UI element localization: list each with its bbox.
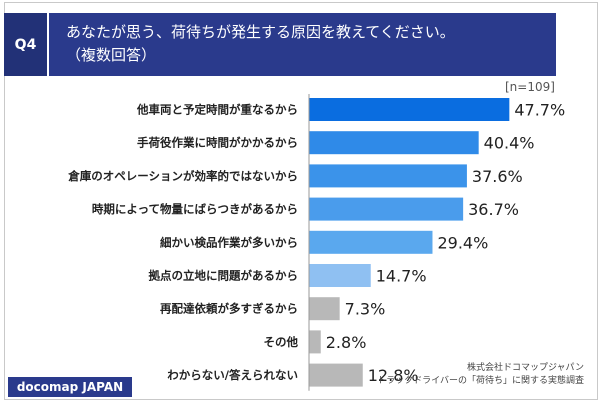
source-company: 株式会社ドコマップジャパン (466, 363, 584, 373)
value-label: 47.7% (514, 101, 565, 120)
value-label: 14.7% (376, 267, 427, 286)
source-note: 株式会社ドコマップジャパン トラックドライバーの「荷待ち」に関する実態調査 (377, 362, 584, 388)
bar (309, 98, 510, 121)
value-label: 36.7% (468, 200, 519, 219)
value-label: 40.4% (484, 134, 535, 153)
value-label: 29.4% (437, 233, 488, 252)
category-label: その他 (264, 335, 299, 349)
category-label: 手荷役作業に時間がかかるから (137, 136, 298, 150)
question-subtitle: （複数回答） (66, 46, 157, 64)
value-label: 7.3% (345, 300, 386, 319)
question-title: あなたが思う、荷待ちが発生する原因を教えてください。 (66, 23, 455, 41)
brand-logo: docomap JAPAN (8, 377, 132, 397)
category-label: 倉庫のオペレーションが効率的ではないから (67, 169, 298, 183)
bar (309, 197, 464, 221)
header-divider (47, 13, 49, 76)
source-survey: トラックドライバーの「荷待ち」に関する実態調査 (377, 376, 584, 386)
value-label: 2.8% (326, 333, 367, 352)
bar (309, 297, 340, 321)
question-number: Q4 (4, 13, 47, 76)
category-label: 拠点の立地に問題があるから (149, 269, 299, 283)
category-label: 再配達依頼が多すぎるから (160, 302, 298, 316)
bar (309, 131, 479, 155)
category-label: 他車両と予定時間が重なるから (136, 103, 298, 117)
bar (309, 330, 321, 354)
sample-size: [n=109] (505, 80, 555, 94)
value-label: 12.8% (368, 366, 419, 385)
bar (309, 164, 467, 188)
category-label: 時期によって物量にばらつきがあるから (92, 202, 298, 216)
bar (309, 363, 363, 387)
bar (309, 264, 371, 287)
value-label: 37.6% (472, 167, 523, 186)
category-label: わからない/答えられない (167, 368, 298, 382)
category-label: 細かい検品作業が多いから (160, 235, 298, 249)
question-header: Q4 あなたが思う、荷待ちが発生する原因を教えてください。 （複数回答） (4, 13, 556, 76)
bar (309, 230, 433, 254)
